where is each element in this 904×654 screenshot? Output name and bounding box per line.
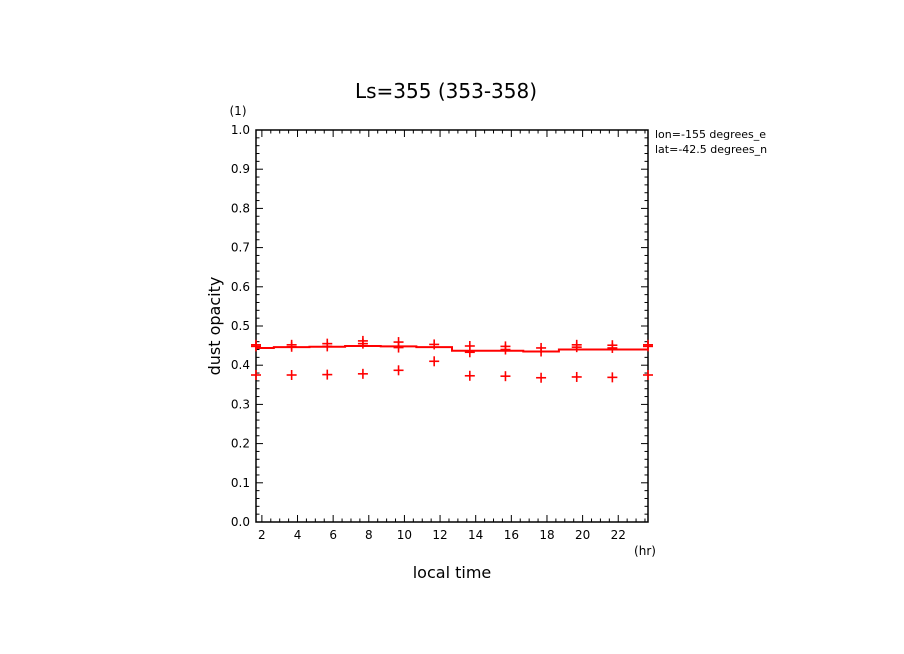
y-tick-label: 0.7 <box>231 241 250 255</box>
y-tick-label: 0.0 <box>231 515 250 529</box>
series-line <box>256 344 648 353</box>
y-tick-label: 0.4 <box>231 358 250 372</box>
x-tick-label: 10 <box>397 528 412 542</box>
y-unit-label: (1) <box>230 104 247 118</box>
y-axis-label: dust opacity <box>205 277 224 376</box>
x-tick-label: 4 <box>294 528 302 542</box>
data-marks <box>251 335 653 383</box>
x-tick-label: 12 <box>432 528 447 542</box>
data-point <box>429 356 440 367</box>
data-point <box>357 368 368 379</box>
x-tick-label: 16 <box>504 528 519 542</box>
data-point <box>500 371 511 382</box>
data-point <box>607 372 618 383</box>
chart-title: Ls=355 (353-358) <box>355 79 537 103</box>
y-tick-label: 0.9 <box>231 162 250 176</box>
data-point <box>286 370 297 380</box>
data-point <box>500 344 511 355</box>
data-point <box>571 371 582 382</box>
data-point <box>251 341 261 352</box>
tick-labels: 0.0 0.1 0.2 0.3 0.4 0.5 0.6 0.7 0.8 0.9 1.0 2 4 6 8 10 1… <box>231 123 626 542</box>
data-point <box>251 370 261 380</box>
x-tick-label: 8 <box>365 528 373 542</box>
data-point <box>393 342 404 353</box>
y-tick-label: 0.3 <box>231 397 250 411</box>
y-tick-label: 1.0 <box>231 123 250 137</box>
data-point <box>571 342 582 353</box>
x-tick-label: 18 <box>539 528 554 542</box>
y-tick-label: 0.5 <box>231 319 250 333</box>
y-tick-label: 0.6 <box>231 280 250 294</box>
data-point <box>393 365 404 376</box>
x-axis-label: local time <box>413 563 492 582</box>
data-point <box>322 369 333 380</box>
x-unit-label: (hr) <box>634 544 656 558</box>
y-tick-label: 0.8 <box>231 201 250 215</box>
data-point <box>464 347 475 358</box>
data-point <box>536 372 547 383</box>
plot-frame <box>255 129 649 523</box>
y-tick-label: 0.1 <box>231 476 250 490</box>
annotation-lon: lon=-155 degrees_e <box>655 128 766 141</box>
data-point <box>607 342 618 353</box>
axis-ticks <box>256 129 648 523</box>
x-tick-label: 22 <box>611 528 626 542</box>
x-tick-label: 2 <box>258 528 266 542</box>
data-point <box>643 370 653 380</box>
annotation-lat: lat=-42.5 degrees_n <box>655 143 767 156</box>
x-tick-label: 6 <box>329 528 337 542</box>
x-tick-label: 14 <box>468 528 483 542</box>
data-point <box>464 370 475 381</box>
x-tick-label: 20 <box>575 528 590 542</box>
y-tick-label: 0.2 <box>231 437 250 451</box>
